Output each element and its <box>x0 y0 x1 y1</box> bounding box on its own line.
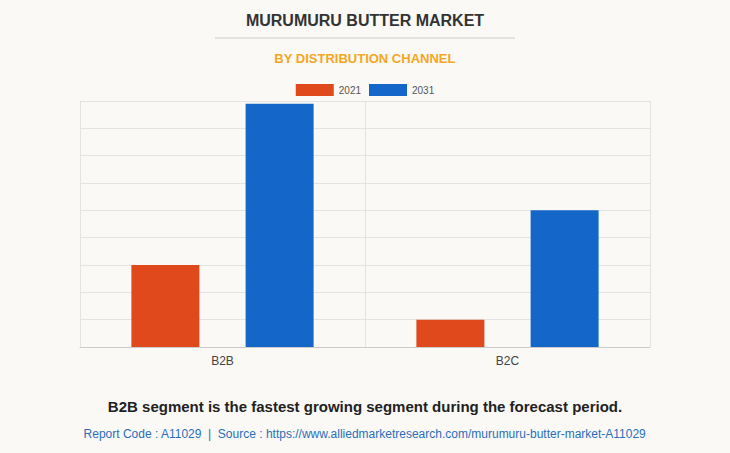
svg-text:MURUMURU BUTTER MARKET: MURUMURU BUTTER MARKET <box>246 12 484 29</box>
svg-text:B2B: B2B <box>211 354 234 368</box>
svg-text:2031: 2031 <box>412 85 435 96</box>
svg-text:B2C: B2C <box>496 354 520 368</box>
svg-text:B2B segment is the fastest gro: B2B segment is the fastest growing segme… <box>108 398 622 415</box>
svg-text:2021: 2021 <box>339 85 362 96</box>
svg-text:Report Code : A11029 | Sourc: Report Code : A11029 | Source : https://… <box>84 427 647 441</box>
svg-text:BY DISTRIBUTION CHANNEL: BY DISTRIBUTION CHANNEL <box>274 51 455 66</box>
